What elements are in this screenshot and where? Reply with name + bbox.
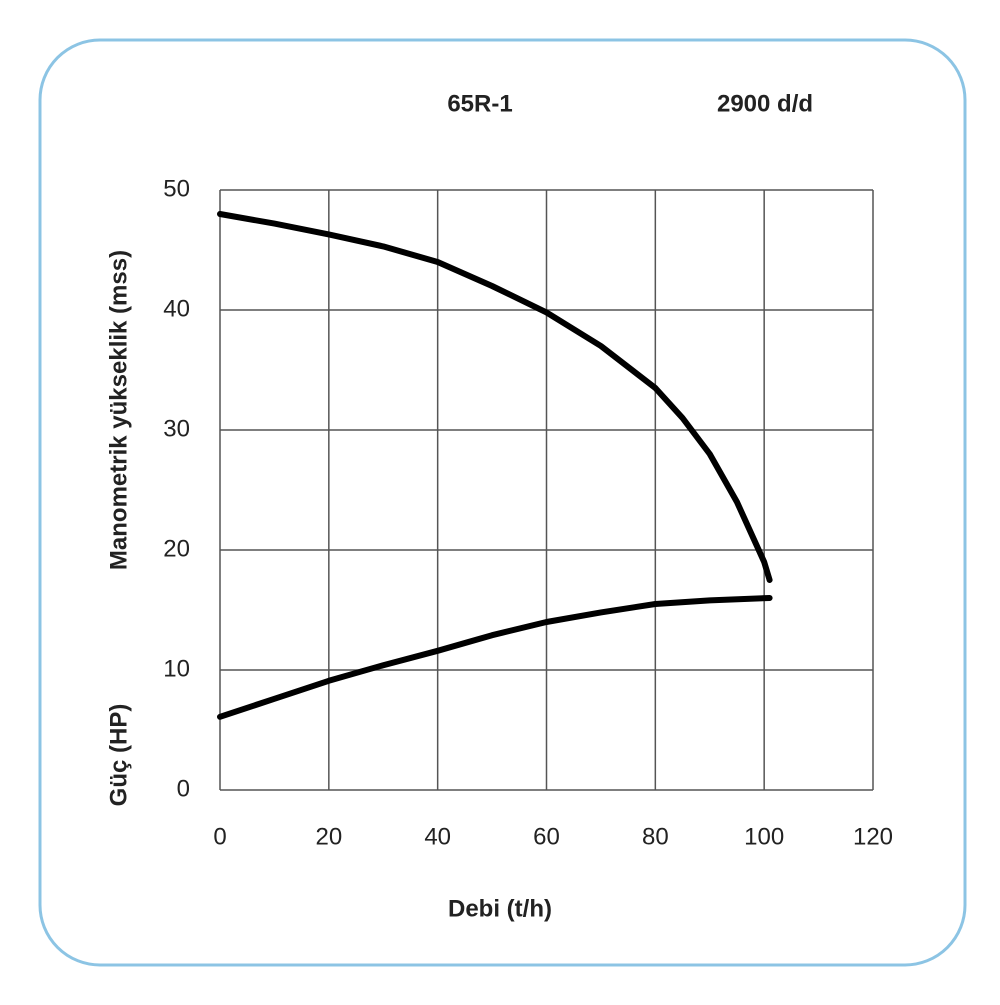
x-tick-label: 40 [424, 823, 451, 850]
chart-title: 65R-1 [447, 90, 512, 117]
y-tick-label: 20 [163, 535, 190, 562]
x-axis-title: Debi (t/h) [448, 895, 552, 922]
y-axis-title: Manometrik yükseklik (mss) [105, 250, 132, 570]
chart-subtitle: 2900 d/d [717, 90, 813, 117]
y-tick-label: 30 [163, 415, 190, 442]
x-tick-label: 120 [853, 823, 893, 850]
x-tick-label: 20 [315, 823, 342, 850]
y-tick-label: 40 [163, 295, 190, 322]
y-tick-label: 0 [177, 775, 190, 802]
data-line [217, 211, 773, 583]
y-axis-title: Güç (HP) [105, 704, 132, 807]
y-tick-label: 50 [163, 175, 190, 202]
y-tick-label: 10 [163, 655, 190, 682]
x-tick-label: 100 [744, 823, 784, 850]
card-border [38, 38, 967, 967]
data-line [217, 595, 773, 720]
x-tick-label: 80 [642, 823, 669, 850]
x-tick-label: 60 [533, 823, 560, 850]
x-tick-label: 0 [213, 823, 226, 850]
